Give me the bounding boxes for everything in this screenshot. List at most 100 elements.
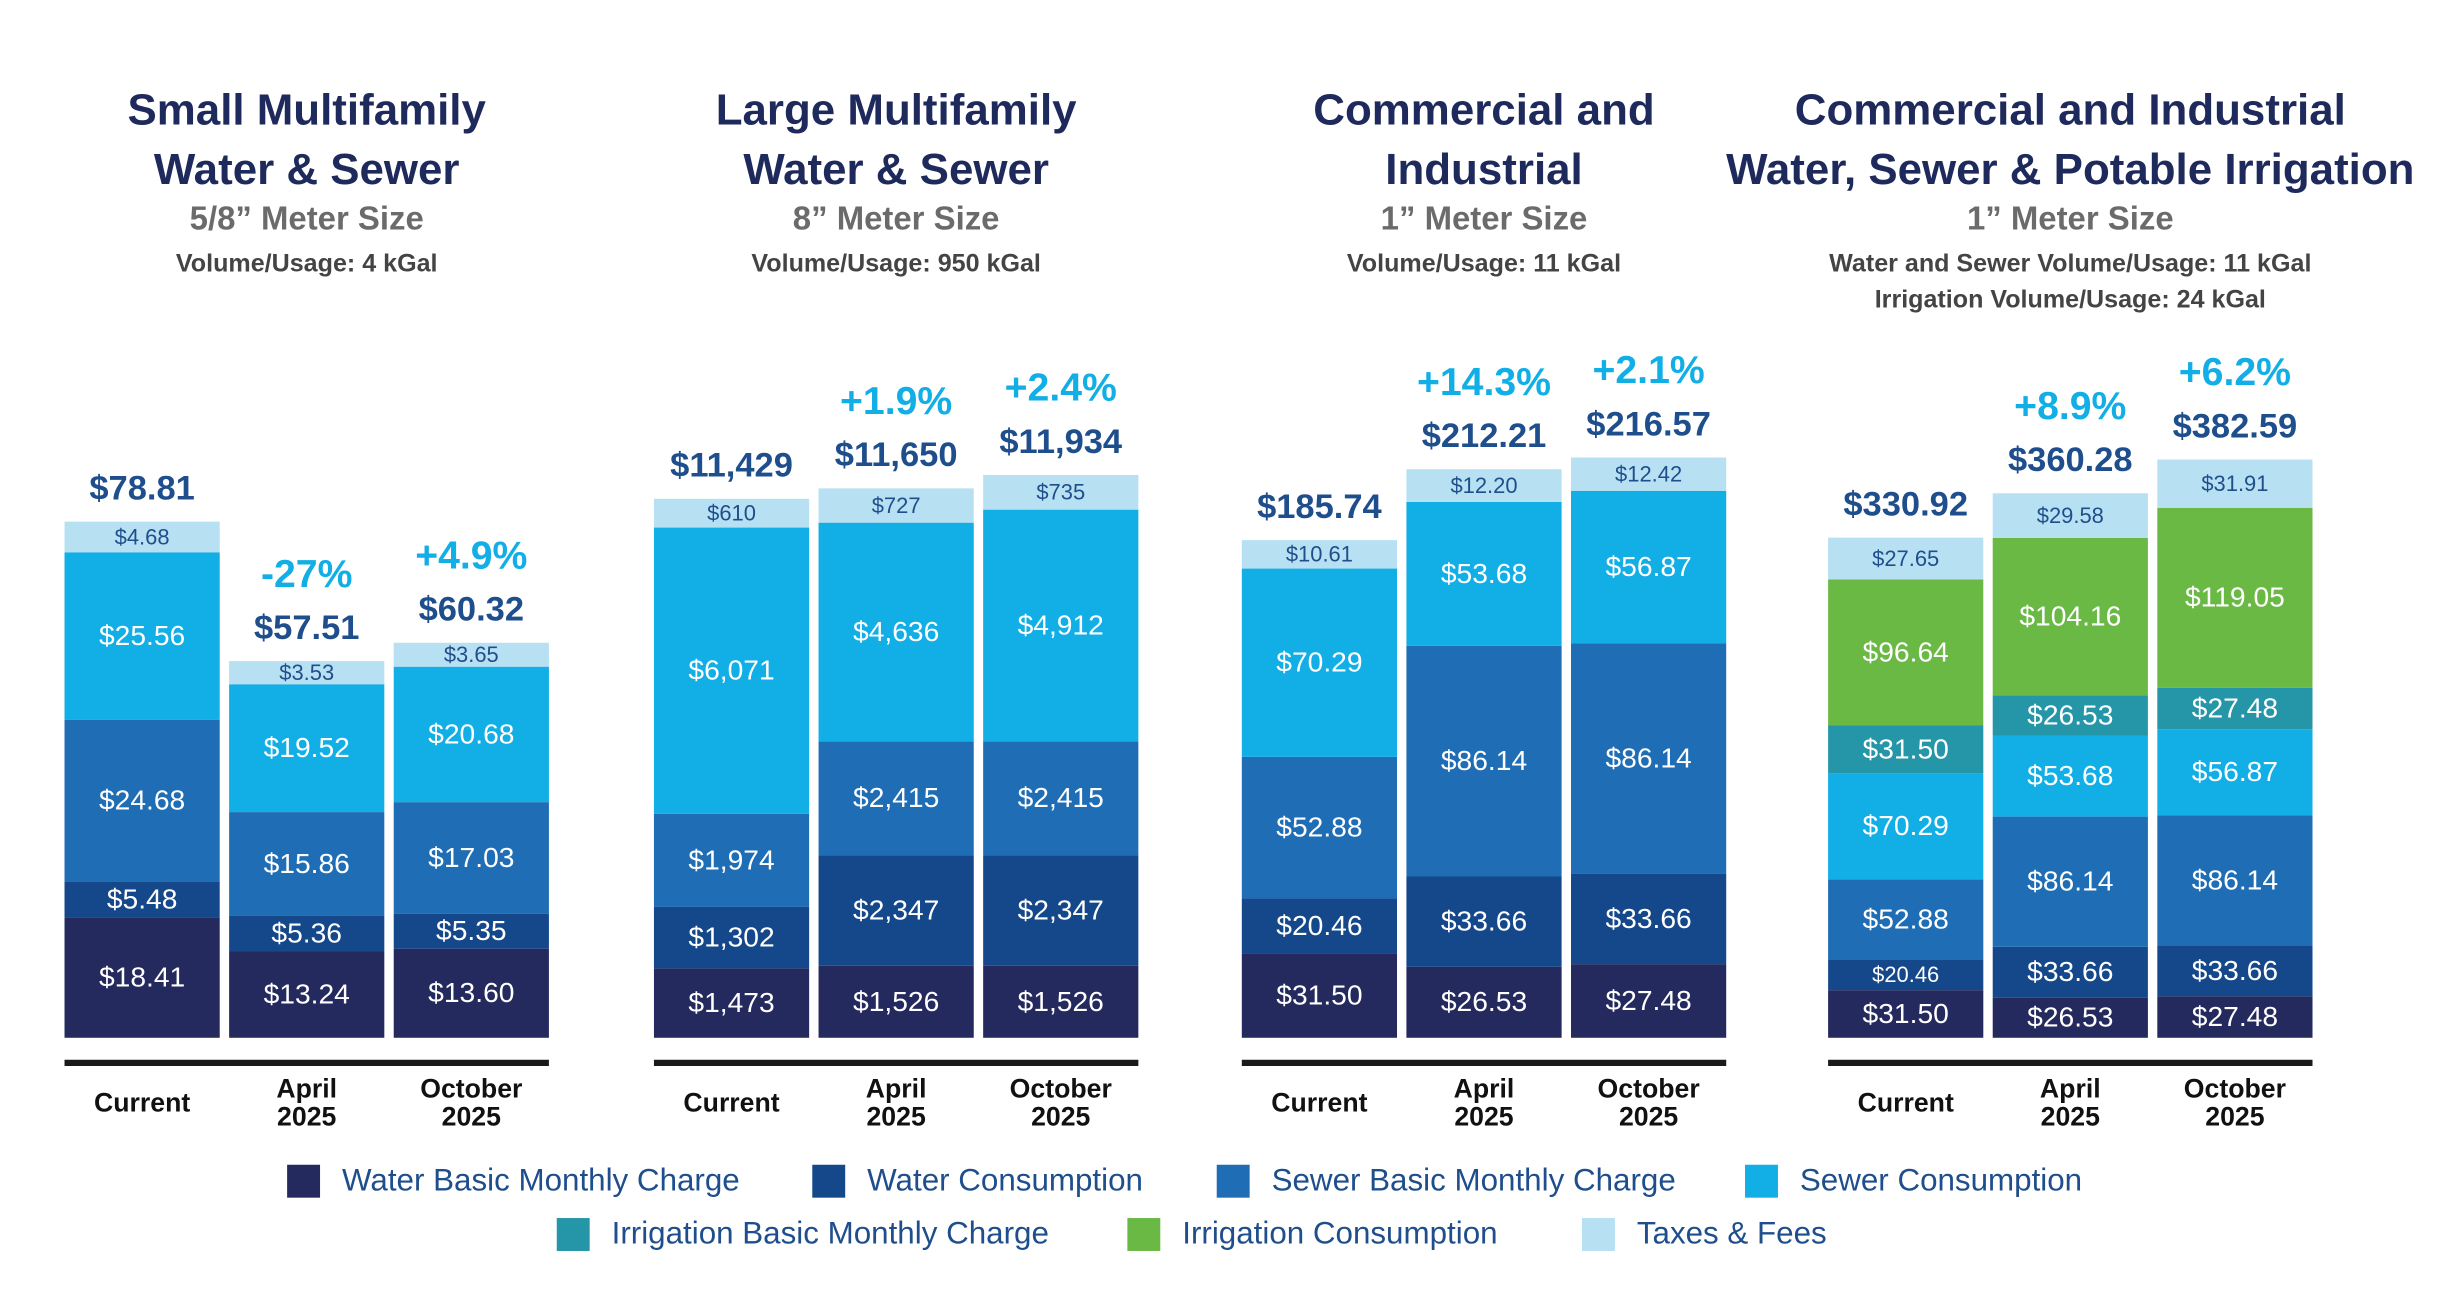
legend-label: Water Basic Monthly Charge (342, 1162, 740, 1197)
segment-label: $20.68 (428, 717, 514, 749)
bar-segment (1241, 756, 1398, 899)
change-label: +8.9% (2014, 385, 2126, 428)
panel-title: Large Multifamily (716, 85, 1077, 134)
x-tick-label: October 2025 (2183, 1075, 2287, 1132)
segment-label: $52.88 (1276, 811, 1362, 843)
legend-label: Sewer Consumption (1800, 1162, 2082, 1197)
segment-label: $13.60 (428, 976, 514, 1008)
total-label: $382.59 (2173, 407, 2298, 445)
bar-segment (2157, 815, 2313, 946)
segment-label: $20.46 (1872, 962, 1939, 987)
bar-segment (1992, 695, 2148, 736)
category-box: Current (93, 1087, 191, 1118)
segment-label: $12.20 (1450, 473, 1517, 498)
total-label: $60.32 (419, 590, 524, 628)
segment-label: $104.16 (2019, 600, 2121, 632)
total-label: $11,934 (999, 423, 1122, 461)
bar-segment (64, 719, 220, 882)
bar-segment (1992, 735, 2148, 817)
x-tick-label: October 2025 (420, 1075, 523, 1132)
segment-label: $12.42 (1615, 462, 1682, 487)
segment-label: $33.66 (2027, 955, 2113, 987)
total-label: $185.74 (1257, 488, 1382, 526)
bar-segment (1406, 876, 1562, 967)
segment-label: $5.36 (271, 917, 342, 949)
legend-label: Sewer Basic Monthly Charge (1272, 1162, 1676, 1197)
bar-segment (818, 741, 974, 856)
bar-segment (1571, 964, 1727, 1038)
bar-segment (2157, 459, 2313, 508)
segment-label: $20.46 (1276, 909, 1362, 941)
change-label: +4.9% (415, 534, 527, 577)
segment-label: $27.48 (2192, 1000, 2278, 1032)
segment-label: $119.05 (2185, 581, 2285, 613)
segment-label: $86.14 (2027, 865, 2113, 897)
panel-title: Water & Sewer (154, 145, 460, 194)
legend-swatch (287, 1164, 321, 1198)
bar-segment (2157, 996, 2313, 1038)
legend-swatch (1745, 1164, 1778, 1198)
segment-label: $27.48 (2192, 691, 2278, 723)
segment-label: $2,347 (1018, 894, 1104, 926)
bar-segment (983, 509, 1139, 742)
segment-label: $31.50 (1276, 979, 1362, 1011)
bar-segment (1992, 946, 2148, 998)
bar-segment (1241, 540, 1398, 569)
panel-title: Commercial and Industrial (1795, 85, 2346, 134)
segment-label: $56.87 (2192, 755, 2278, 787)
segment-label: $2,415 (1018, 781, 1104, 813)
bar-segment (1992, 997, 2148, 1038)
segment-label: $610 (707, 501, 756, 526)
panel-note: Volume/Usage: 4 kGal (176, 250, 438, 278)
bar-segment (1571, 873, 1727, 965)
segment-label: $53.68 (2027, 759, 2113, 791)
panel-note: Water and Sewer Volume/Usage: 11 kGal (1829, 250, 2311, 278)
total-label: $330.92 (1843, 485, 1968, 523)
bar-segment (64, 917, 220, 1038)
bar-segment (1571, 490, 1727, 644)
segment-label: $4,912 (1018, 608, 1104, 640)
bar-segment (653, 527, 810, 814)
category-box: October 2025 (420, 1075, 523, 1132)
segment-label: $2,347 (853, 894, 939, 926)
legend-swatch (1216, 1164, 1250, 1198)
category-box: April 2025 (1453, 1075, 1515, 1132)
bar-segment (1992, 537, 2148, 696)
bar-segment (1828, 773, 1984, 880)
bar-segment (229, 915, 385, 952)
bar-segment (653, 813, 810, 907)
legend-swatch (812, 1164, 846, 1198)
bar-segment (1828, 537, 1984, 580)
segment-label: $735 (1036, 480, 1085, 505)
bar-segment (393, 642, 549, 667)
bar-segment (1571, 643, 1727, 874)
bar-segment (393, 666, 549, 803)
x-tick-label: April 2025 (2039, 1075, 2101, 1132)
total-label: $78.81 (89, 469, 194, 507)
panel-subtitle: 8” Meter Size (793, 200, 1000, 237)
segment-label: $19.52 (264, 731, 350, 763)
bar-segment (1406, 469, 1562, 502)
legend-label: Irrigation Consumption (1182, 1216, 1497, 1251)
segment-label: $31.50 (1863, 997, 1949, 1029)
segment-label: $13.24 (264, 977, 350, 1009)
bar-segment (2157, 687, 2313, 730)
bar-segment (1992, 493, 2148, 538)
segment-label: $31.50 (1863, 732, 1949, 764)
change-label: +6.2% (2179, 351, 2291, 394)
bar-segment (818, 965, 974, 1038)
panel-title: Small Multifamily (128, 85, 487, 134)
segment-label: $3.53 (279, 660, 334, 685)
x-tick-label: April 2025 (1453, 1075, 1515, 1132)
category-box: Current (1858, 1089, 1954, 1117)
total-label: $216.57 (1586, 405, 1711, 443)
x-tick-label: Current (93, 1087, 191, 1118)
bar-segment (1241, 568, 1398, 757)
segment-label: $53.68 (1441, 557, 1527, 589)
x-tick-label: April 2025 (276, 1075, 338, 1132)
bar-segment (2157, 507, 2313, 688)
panel-note: Irrigation Volume/Usage: 24 kGal (1875, 286, 2266, 314)
legend-label: Water Consumption (867, 1162, 1143, 1197)
change-label: +1.9% (840, 380, 952, 423)
